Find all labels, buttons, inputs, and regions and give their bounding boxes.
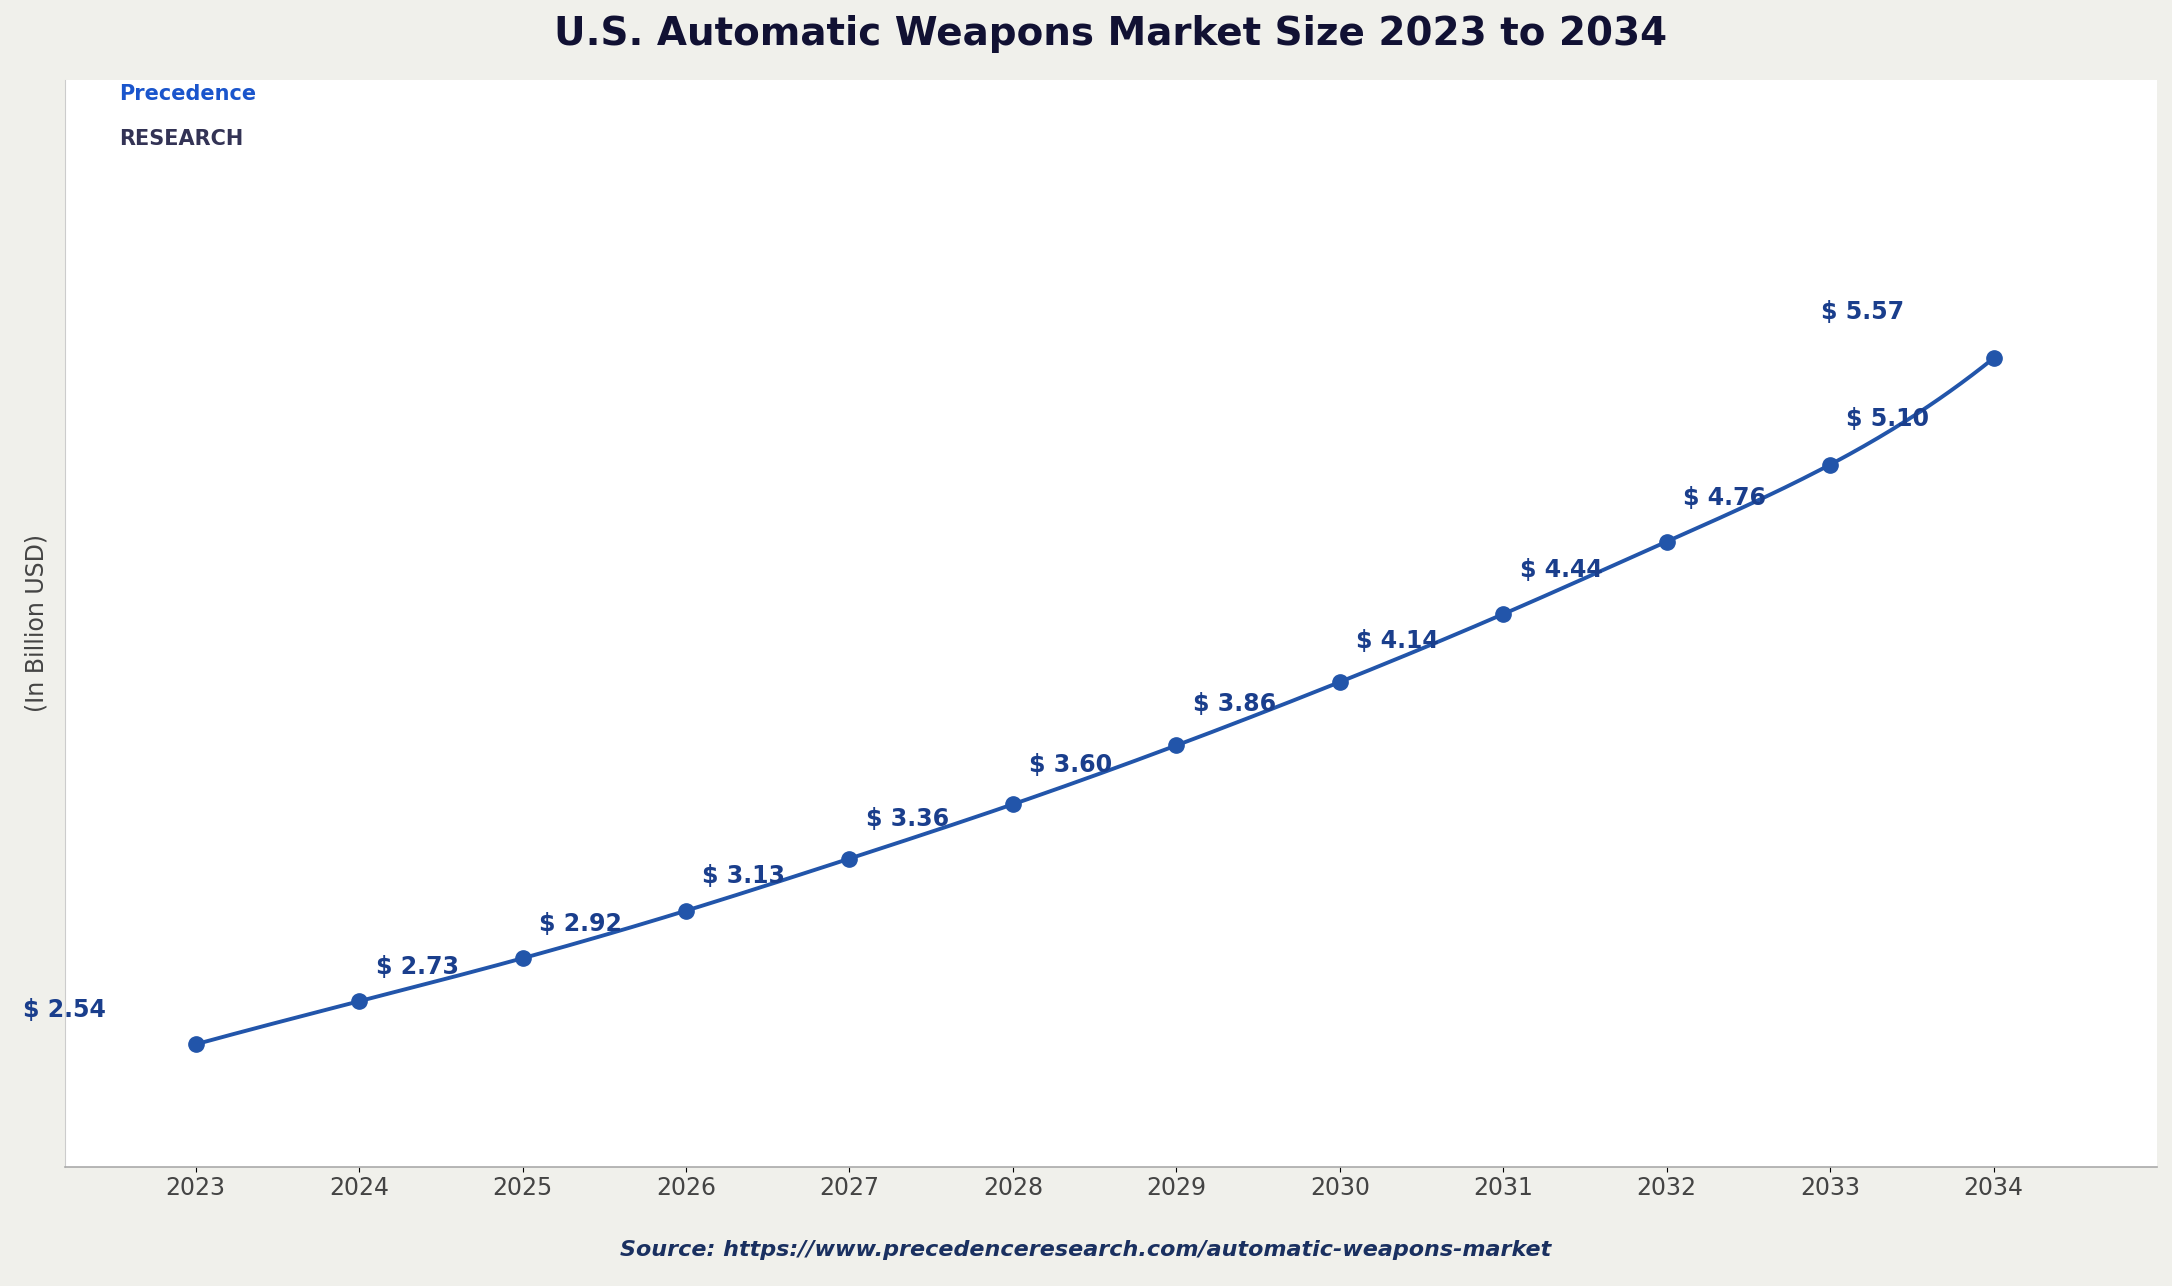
Text: $ 4.76: $ 4.76 [1683, 486, 1766, 511]
Title: U.S. Automatic Weapons Market Size 2023 to 2034: U.S. Automatic Weapons Market Size 2023 … [554, 15, 1668, 53]
Text: $ 5.10: $ 5.10 [1846, 406, 1929, 431]
Text: Precedence: Precedence [119, 84, 256, 104]
Text: $ 3.86: $ 3.86 [1192, 692, 1275, 716]
Text: $ 3.36: $ 3.36 [867, 808, 949, 832]
Y-axis label: (In Billion USD): (In Billion USD) [24, 534, 48, 712]
Text: $ 2.92: $ 2.92 [539, 912, 621, 936]
Text: RESEARCH: RESEARCH [119, 129, 243, 149]
Text: $ 2.73: $ 2.73 [376, 954, 458, 979]
Text: $ 4.44: $ 4.44 [1520, 558, 1603, 583]
Text: $ 3.60: $ 3.60 [1030, 754, 1112, 777]
Text: $ 4.14: $ 4.14 [1355, 629, 1438, 652]
Text: $ 3.13: $ 3.13 [702, 864, 786, 889]
Text: Source: https://www.precedenceresearch.com/automatic-weapons-market: Source: https://www.precedenceresearch.c… [621, 1240, 1551, 1260]
Text: $ 2.54: $ 2.54 [24, 998, 106, 1021]
Text: $ 5.57: $ 5.57 [1820, 300, 1903, 324]
